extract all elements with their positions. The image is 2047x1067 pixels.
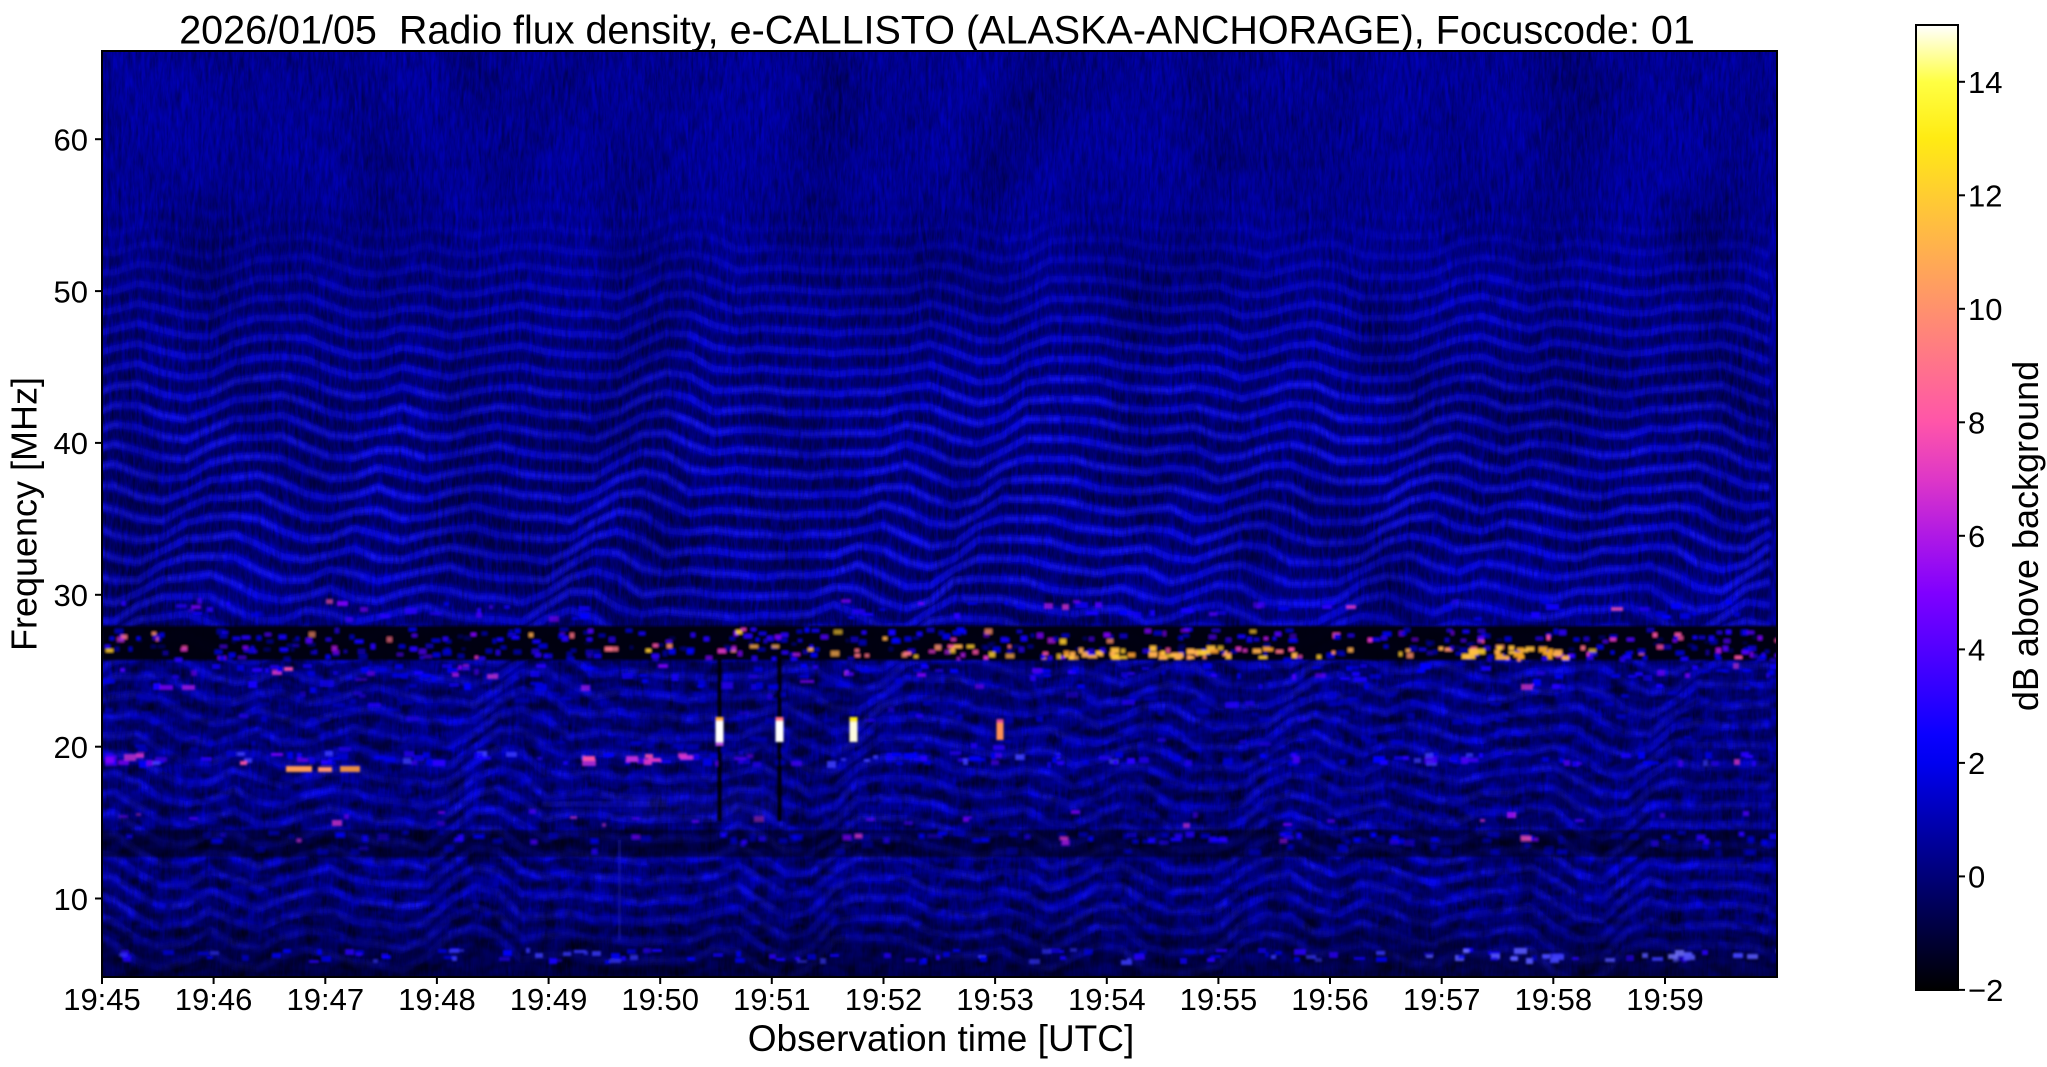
svg-text:2: 2 (1968, 746, 1985, 781)
svg-text:19:59: 19:59 (1626, 982, 1704, 1017)
svg-text:14: 14 (1968, 65, 2002, 100)
svg-text:30: 30 (54, 578, 88, 613)
svg-text:40: 40 (54, 426, 88, 461)
svg-text:19:58: 19:58 (1515, 982, 1593, 1017)
svg-text:19:55: 19:55 (1180, 982, 1258, 1017)
svg-text:50: 50 (54, 274, 88, 309)
svg-text:19:57: 19:57 (1403, 982, 1481, 1017)
svg-text:0: 0 (1968, 860, 1985, 895)
svg-text:2026/01/05 Radio flux density: 2026/01/05 Radio flux density, e-CALLIST… (179, 9, 1695, 53)
svg-text:10: 10 (1968, 292, 2002, 327)
svg-text:19:54: 19:54 (1068, 982, 1146, 1017)
svg-text:Observation time [UTC]: Observation time [UTC] (748, 1018, 1135, 1059)
svg-text:60: 60 (54, 123, 88, 158)
svg-text:19:47: 19:47 (287, 982, 365, 1017)
svg-text:12: 12 (1968, 179, 2002, 214)
svg-text:19:49: 19:49 (510, 982, 588, 1017)
svg-text:19:52: 19:52 (845, 982, 923, 1017)
svg-text:20: 20 (54, 730, 88, 765)
svg-text:dB above background: dB above background (2005, 361, 2046, 711)
svg-text:−2: −2 (1968, 973, 2003, 1008)
svg-text:19:48: 19:48 (398, 982, 476, 1017)
svg-text:19:53: 19:53 (956, 982, 1034, 1017)
svg-text:6: 6 (1968, 519, 1985, 554)
svg-text:19:46: 19:46 (175, 982, 253, 1017)
svg-text:4: 4 (1968, 633, 1985, 668)
svg-text:19:50: 19:50 (621, 982, 699, 1017)
svg-text:19:45: 19:45 (63, 982, 141, 1017)
svg-text:Frequency [MHz]: Frequency [MHz] (4, 377, 45, 651)
svg-text:8: 8 (1968, 406, 1985, 441)
svg-text:10: 10 (54, 882, 88, 917)
svg-text:19:51: 19:51 (733, 982, 811, 1017)
svg-text:19:56: 19:56 (1291, 982, 1369, 1017)
